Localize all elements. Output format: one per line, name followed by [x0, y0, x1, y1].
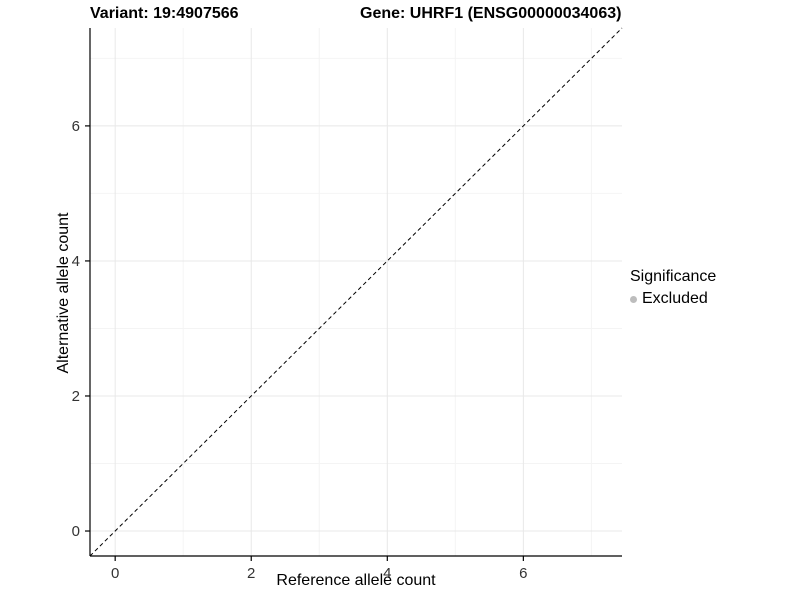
y-tick-label: 4	[72, 253, 80, 270]
x-tick-label: 6	[519, 565, 527, 582]
legend-item-label: Excluded	[642, 290, 708, 307]
gene-title: Gene: UHRF1 (ENSG00000034063)	[360, 5, 622, 22]
legend-item-excluded: Excluded	[630, 290, 716, 308]
x-tick-label: 2	[247, 565, 255, 582]
legend: Significance Excluded	[630, 268, 716, 308]
identity-reference-line	[89, 27, 623, 557]
variant-title: Variant: 19:4907566	[90, 5, 239, 22]
legend-title: Significance	[630, 268, 717, 285]
y-tick-label: 0	[72, 523, 80, 540]
y-tick-label: 2	[72, 388, 80, 405]
x-axis-label: Reference allele count	[276, 572, 436, 589]
y-tick-label: 6	[72, 118, 80, 135]
x-tick-label: 0	[111, 565, 119, 582]
excluded-point-icon	[630, 295, 637, 303]
y-axis-label: Alternative allele count	[55, 212, 72, 374]
x-tick-label: 4	[383, 565, 391, 582]
